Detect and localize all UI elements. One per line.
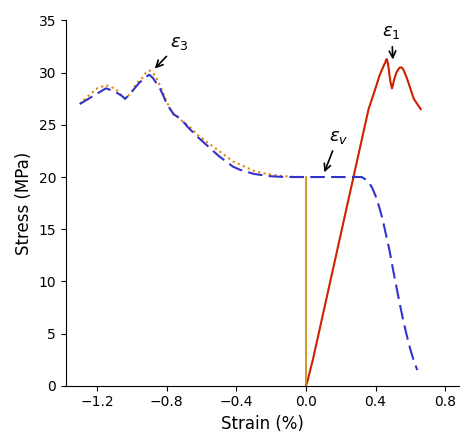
Y-axis label: Stress (MPa): Stress (MPa) [15, 151, 33, 255]
Text: $\varepsilon_3$: $\varepsilon_3$ [156, 34, 189, 67]
Text: $\varepsilon_1$: $\varepsilon_1$ [383, 23, 401, 58]
Text: $\varepsilon_v$: $\varepsilon_v$ [324, 128, 348, 171]
X-axis label: Strain (%): Strain (%) [221, 415, 304, 433]
